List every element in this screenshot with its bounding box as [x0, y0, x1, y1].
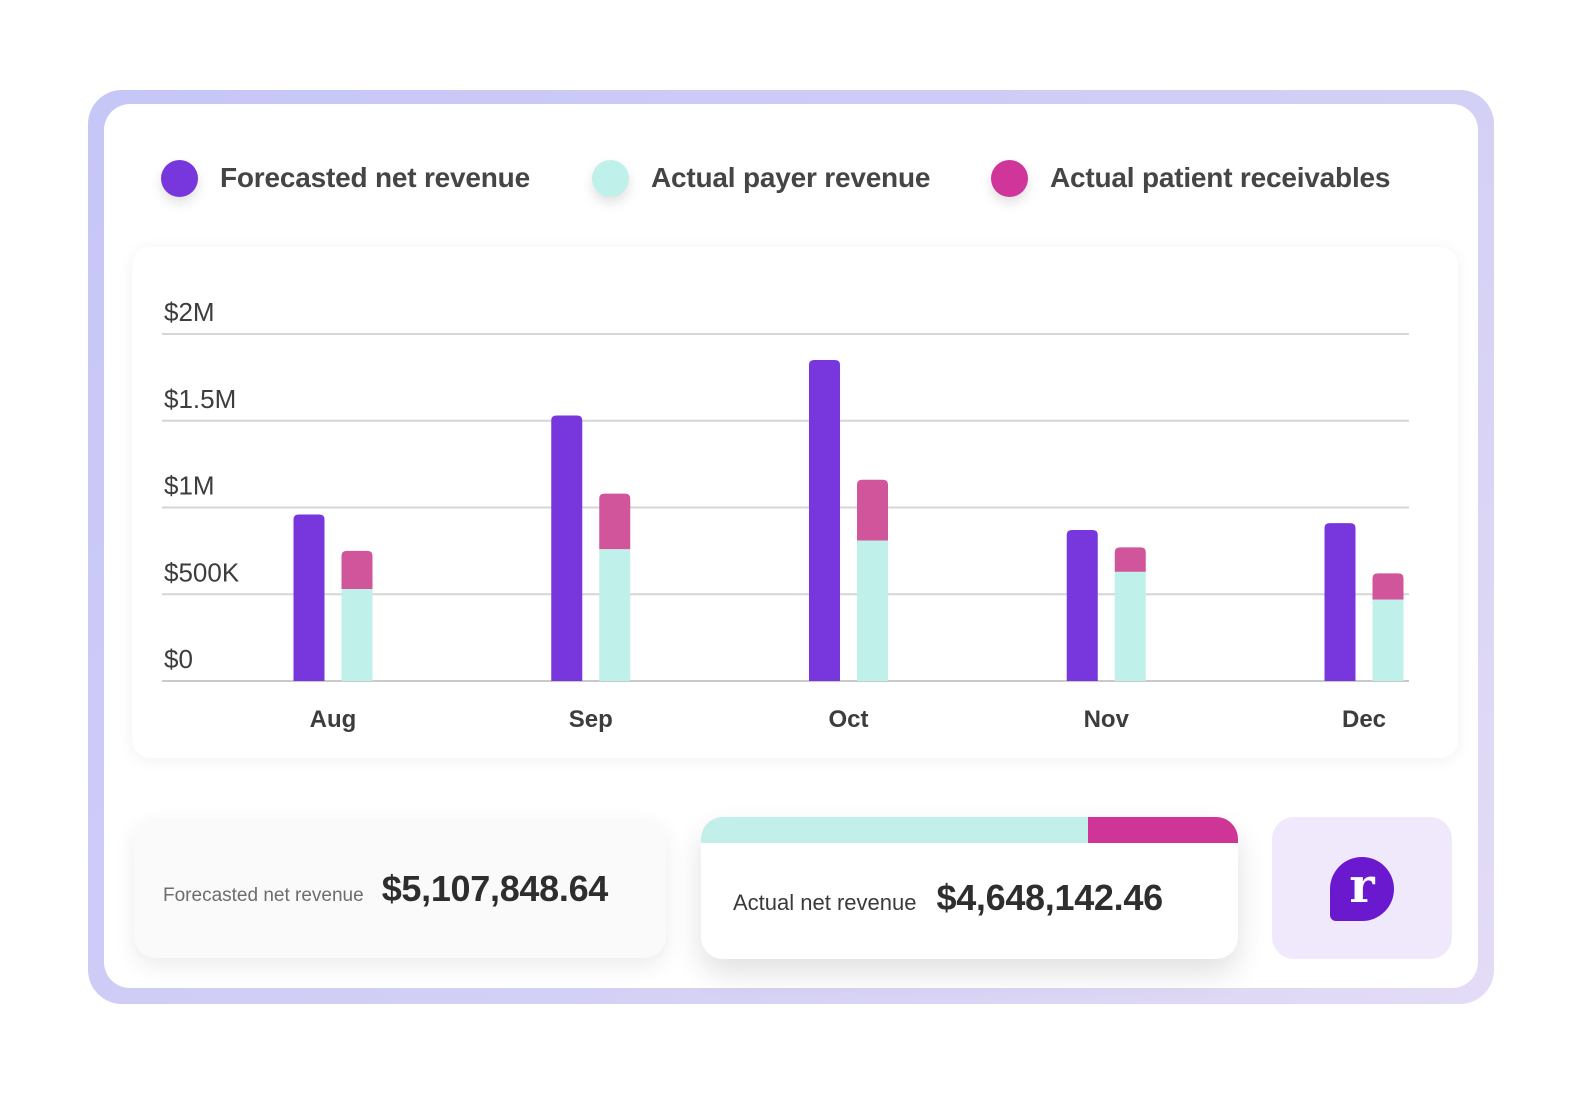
bar-patient [341, 550, 373, 590]
bar-forecast [1066, 530, 1098, 681]
actual-total-value: $4,648,142.46 [936, 877, 1163, 918]
chart-panel: $0 $500K $1M $1.5M $2M Aug Sep Oct Nov Dec [132, 247, 1458, 758]
x-tick-label: Nov [1084, 706, 1130, 733]
bar-payer [341, 589, 373, 681]
actual-total-label: Actual net revenue [733, 890, 917, 915]
legend-swatch-payer [592, 159, 629, 197]
actual-split-payer [701, 817, 1088, 843]
chart-legend: Forecasted net revenue Actual payer reve… [0, 156, 1576, 200]
legend-item-forecast: Forecasted net revenue [161, 156, 530, 200]
legend-label-payer: Actual payer revenue [651, 162, 931, 193]
actual-split-patient [1087, 817, 1238, 843]
revenue-bar-chart: $0 $500K $1M $1.5M $2M Aug Sep Oct Nov Dec [162, 297, 1409, 733]
y-tick-label: $0 [164, 644, 193, 674]
actual-split-bar [701, 817, 1238, 843]
bar-forecast [1324, 523, 1356, 681]
bar-forecast [293, 514, 325, 681]
bar-forecast [809, 360, 840, 681]
forecast-total-row: Forecasted net revenue $5,107,848.64 [163, 868, 608, 910]
forecast-total-label: Forecasted net revenue [163, 885, 364, 906]
legend-label-forecast: Forecasted net revenue [220, 162, 530, 193]
bar-payer [599, 549, 631, 681]
bar-payer [1114, 571, 1146, 681]
bar-patient [1114, 547, 1146, 572]
forecast-total-value: $5,107,848.64 [381, 868, 609, 909]
x-tick-label: Oct [828, 706, 868, 733]
y-tick-label: $500K [164, 557, 240, 587]
legend-item-payer: Actual payer revenue [592, 156, 930, 200]
y-tick-label: $1.5M [164, 384, 236, 414]
x-tick-label: Sep [569, 706, 613, 733]
actual-total-row: Actual net revenue $4,648,142.46 [733, 877, 1163, 919]
x-tick-label: Dec [1342, 706, 1386, 733]
x-tick-label: Aug [310, 706, 357, 733]
bar-forecast [551, 415, 583, 681]
logo-r-icon: r [1330, 857, 1394, 921]
y-tick-label: $1M [164, 471, 215, 501]
bar-patient [599, 493, 631, 550]
y-tick-label: $2M [164, 297, 215, 327]
bar-patient [1372, 573, 1404, 600]
legend-swatch-patient [991, 159, 1028, 197]
bar-patient [857, 479, 888, 541]
bar-payer [857, 540, 888, 681]
legend-item-patient: Actual patient receivables [991, 156, 1390, 200]
logo-glyph: r [1349, 858, 1375, 914]
bar-payer [1372, 599, 1404, 681]
legend-swatch-forecast [161, 159, 198, 197]
actual-total-card: Actual net revenue $4,648,142.46 [701, 817, 1238, 959]
forecast-total-card: Forecasted net revenue $5,107,848.64 [134, 818, 666, 958]
legend-label-patient: Actual patient receivables [1050, 162, 1391, 193]
brand-logo-card: r [1272, 817, 1452, 959]
